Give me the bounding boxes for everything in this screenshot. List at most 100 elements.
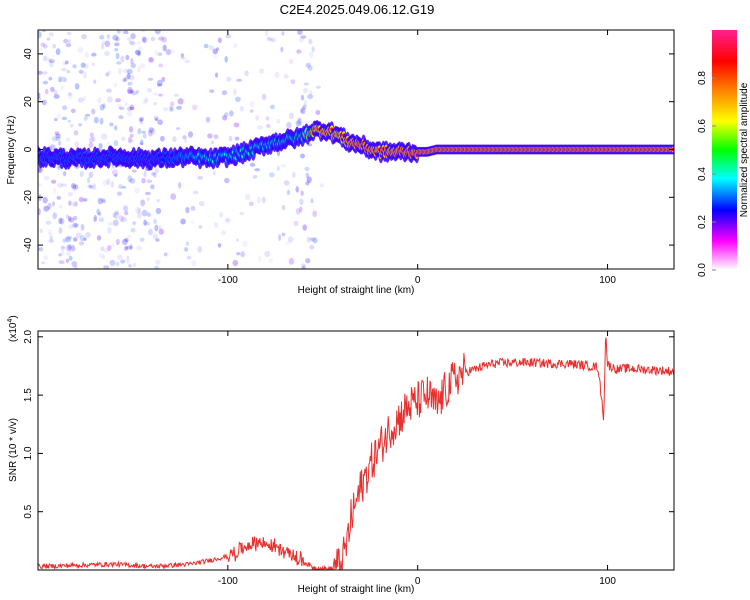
spectrogram-noise-point: [221, 90, 228, 96]
spectrogram-noise-point: [127, 175, 133, 183]
spectrogram-noise-point: [110, 180, 115, 188]
spectrogram-noise-point: [212, 170, 216, 176]
spectrogram-noise-point: [154, 265, 159, 269]
spectrogram-noise-point: [142, 37, 148, 44]
spectrogram-noise-point: [184, 247, 189, 252]
spectrogram-noise-point: [77, 46, 84, 54]
spectrogram-noise-point: [42, 44, 48, 49]
spectrogram-noise-point: [131, 169, 137, 173]
spectrogram-noise-point: [150, 184, 155, 190]
spectrogram-noise-point: [153, 218, 157, 224]
spectrogram-noise-point: [65, 43, 72, 48]
spectrogram-noise-point: [296, 49, 302, 54]
spectrogram-noise-point: [136, 245, 142, 251]
spectrogram-noise-point: [259, 68, 265, 74]
spectrogram-noise-point: [176, 105, 182, 110]
spectrogram-noise-point: [104, 50, 110, 57]
spectrogram-noise-point: [315, 110, 321, 115]
spectrogram-noise-point: [49, 59, 55, 63]
spectrogram-noise-point: [42, 30, 46, 33]
spectrogram-noise-point: [191, 260, 197, 267]
spectrogram-noise-point: [315, 85, 321, 89]
spectrogram-noise-point: [123, 30, 129, 35]
spectrogram-x-tick-label: 100: [599, 275, 616, 286]
spectrogram-noise-point: [283, 74, 289, 79]
spectrogram-noise-point: [78, 123, 83, 127]
spectrogram-noise-point: [178, 182, 182, 189]
colorbar: 0.0 0.2 0.4 0.6 0.8 Normalized spectral ampl…: [697, 30, 750, 277]
spectrogram-noise-point: [306, 180, 310, 186]
spectrogram-noise-point: [67, 92, 72, 97]
spectrogram-noise-point: [155, 238, 160, 242]
spectrogram-noise-point: [312, 237, 318, 244]
spectrogram-noise-point: [67, 192, 73, 197]
spectrogram-noise-point: [161, 36, 167, 43]
spectrogram-noise-point: [60, 76, 67, 82]
spectrogram-noise-point: [274, 71, 280, 79]
spectrogram-noise-point: [93, 116, 99, 124]
spectrogram-noise-point: [121, 185, 127, 189]
spectrogram-noise-point: [49, 61, 54, 68]
spectrogram-noise-point: [77, 97, 84, 103]
spectrogram-noise-point: [66, 31, 72, 35]
snr-y-tick-label: 1.0: [23, 446, 34, 460]
spectrogram-x-tick-label: 0: [415, 275, 421, 286]
spectrogram-noise-point: [78, 69, 84, 74]
spectrogram-noise-point: [147, 228, 153, 236]
spectrogram-noise-point: [209, 89, 215, 93]
spectrogram-noise-point: [143, 219, 147, 226]
spectrogram-noise-point: [65, 236, 72, 243]
spectrogram-noise-point: [52, 212, 57, 220]
spectrogram-noise-point: [61, 245, 66, 250]
spectrogram-noise-point: [139, 142, 144, 146]
spectrogram-noise-point: [150, 36, 155, 42]
snr-marks: [38, 337, 674, 570]
spectrogram-noise-point: [121, 238, 128, 246]
spectrogram-noise-point: [103, 248, 109, 253]
spectrogram-noise-point: [47, 229, 52, 234]
spectrogram-noise-point: [88, 185, 94, 189]
spectrogram-noise-point: [79, 171, 84, 178]
spectrogram-noise-point: [163, 252, 168, 257]
spectrogram-noise-point: [207, 133, 213, 139]
spectrogram-noise-point: [49, 235, 53, 241]
spectrogram-noise-point: [63, 38, 69, 44]
spectrogram-noise-point: [299, 198, 304, 205]
spectrogram-noise-point: [48, 32, 54, 37]
spectrogram-noise-point: [47, 202, 52, 210]
spectrogram-noise-point: [112, 169, 118, 177]
spectrogram-noise-point: [126, 245, 133, 250]
spectrogram-noise-point: [147, 129, 153, 137]
spectrogram-noise-point: [283, 180, 290, 186]
spectrogram-noise-point: [120, 55, 125, 63]
spectrogram-noise-point: [302, 104, 307, 110]
spectrogram-noise-point: [288, 112, 294, 120]
colorbar-label: Normalized spectral amplitude: [739, 82, 750, 217]
spectrogram-noise-point: [66, 70, 71, 74]
spectrogram-noise-point: [42, 80, 49, 85]
spectrogram-noise-point: [56, 196, 61, 200]
spectrogram-noise-point: [228, 135, 233, 142]
spectrogram-noise-point: [92, 183, 96, 190]
spectrogram-noise-point: [58, 217, 63, 225]
spectrogram-noise-point: [309, 244, 315, 250]
spectrogram-noise-point: [217, 243, 222, 248]
spectrogram-noise-point: [123, 205, 128, 212]
spectrogram-noise-point: [67, 244, 72, 250]
spectrogram-noise-point: [66, 244, 72, 252]
spectrogram-noise-point: [71, 183, 76, 189]
spectrogram-noise-point: [308, 38, 313, 45]
spectrogram-noise-point: [268, 258, 274, 264]
spectrogram-noise-point: [87, 176, 91, 184]
spectrogram-noise-point: [128, 74, 135, 81]
spectrogram-noise-point: [139, 237, 145, 242]
snr-y-tick-label: 1.5: [23, 388, 34, 402]
spectrogram-noise-point: [121, 136, 126, 141]
spectrogram-noise-point: [155, 259, 161, 265]
spectrogram-noise-point: [88, 137, 94, 143]
spectrogram-noise-point: [156, 199, 160, 203]
spectrogram-noise-point: [112, 219, 119, 227]
spectrogram-noise-point: [129, 126, 134, 133]
spectrogram-noise-point: [288, 58, 294, 64]
spectrogram-noise-point: [102, 103, 106, 109]
